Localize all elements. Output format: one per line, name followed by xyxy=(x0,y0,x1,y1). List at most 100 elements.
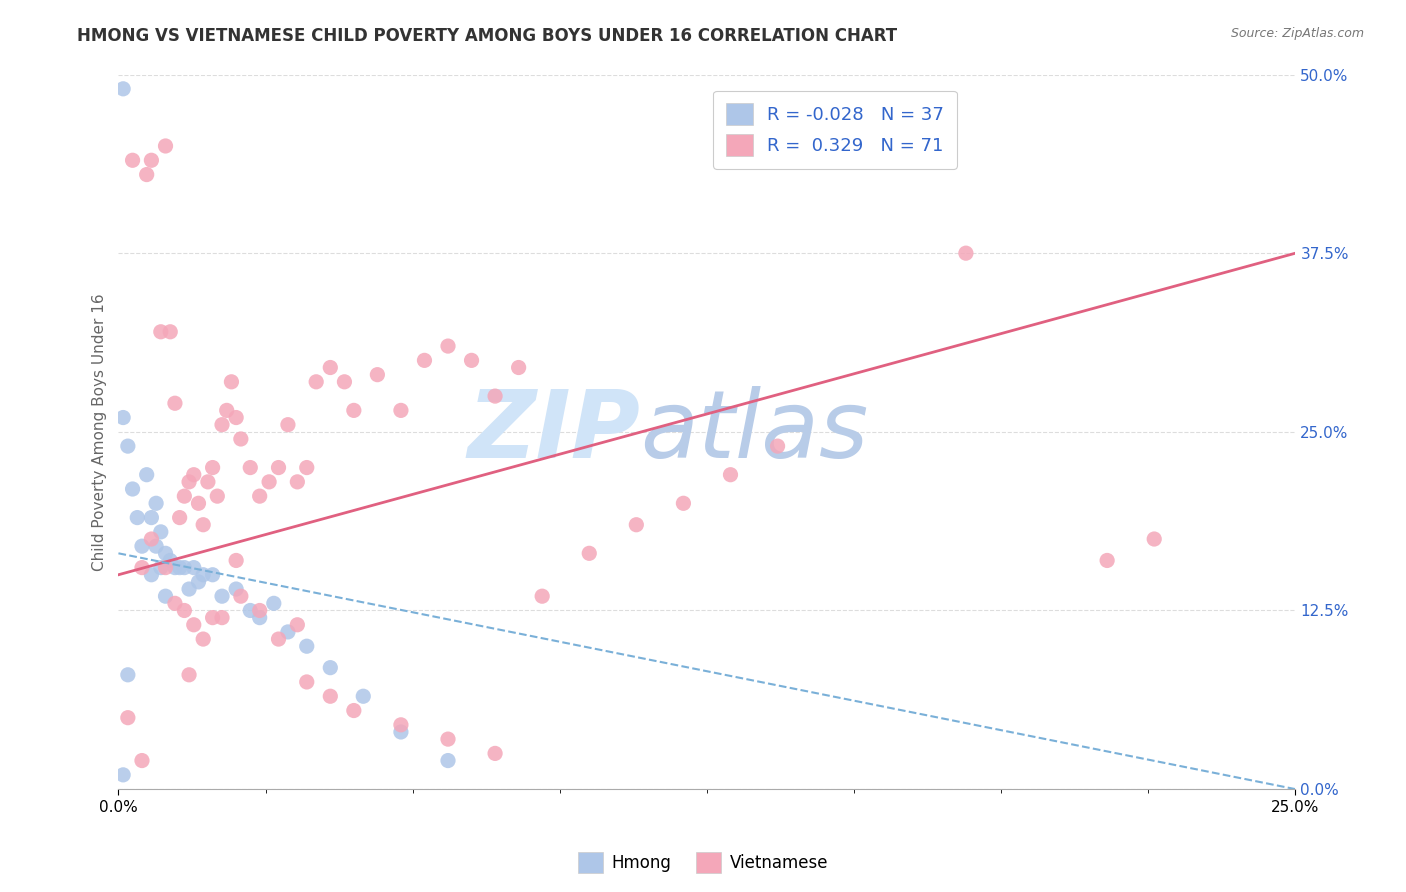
Point xyxy=(183,560,205,574)
Point xyxy=(343,704,366,718)
Point xyxy=(121,153,143,168)
Point xyxy=(169,510,191,524)
Point xyxy=(135,467,157,482)
Point xyxy=(131,539,153,553)
Point xyxy=(484,389,506,403)
Point xyxy=(149,524,172,539)
Point xyxy=(112,82,135,96)
Y-axis label: Child Poverty Among Boys Under 16: Child Poverty Among Boys Under 16 xyxy=(93,293,107,571)
Point xyxy=(225,410,247,425)
Point xyxy=(277,624,299,639)
Point xyxy=(169,560,191,574)
Point xyxy=(163,596,186,610)
Text: ZIP: ZIP xyxy=(468,386,640,478)
Point xyxy=(159,553,181,567)
Point xyxy=(141,153,163,168)
Point xyxy=(149,325,172,339)
Point xyxy=(267,460,290,475)
Point xyxy=(720,467,742,482)
Legend: Hmong, Vietnamese: Hmong, Vietnamese xyxy=(571,846,835,880)
Point xyxy=(305,375,328,389)
Point xyxy=(193,517,215,532)
Point xyxy=(319,660,342,674)
Point xyxy=(112,768,135,782)
Point xyxy=(177,582,200,596)
Point xyxy=(131,560,153,574)
Point xyxy=(319,690,342,704)
Point xyxy=(211,610,233,624)
Point xyxy=(249,603,271,617)
Legend: R = -0.028   N = 37, R =  0.329   N = 71: R = -0.028 N = 37, R = 0.329 N = 71 xyxy=(713,91,957,169)
Text: Source: ZipAtlas.com: Source: ZipAtlas.com xyxy=(1230,27,1364,40)
Point xyxy=(319,360,342,375)
Point xyxy=(1095,553,1118,567)
Point xyxy=(225,582,247,596)
Point xyxy=(201,610,224,624)
Point xyxy=(285,475,308,489)
Point xyxy=(531,589,554,603)
Point xyxy=(173,489,195,503)
Point xyxy=(163,560,186,574)
Point xyxy=(239,460,262,475)
Point xyxy=(121,482,143,496)
Point xyxy=(193,632,215,646)
Point xyxy=(672,496,695,510)
Point xyxy=(183,617,205,632)
Point xyxy=(215,403,238,417)
Point xyxy=(193,567,215,582)
Point xyxy=(389,725,412,739)
Point xyxy=(225,553,247,567)
Point xyxy=(267,632,290,646)
Text: HMONG VS VIETNAMESE CHILD POVERTY AMONG BOYS UNDER 16 CORRELATION CHART: HMONG VS VIETNAMESE CHILD POVERTY AMONG … xyxy=(77,27,897,45)
Point xyxy=(135,168,157,182)
Point xyxy=(177,668,200,682)
Point xyxy=(437,754,460,768)
Point xyxy=(127,510,149,524)
Point xyxy=(263,596,285,610)
Point xyxy=(366,368,388,382)
Point xyxy=(149,560,172,574)
Point xyxy=(229,432,252,446)
Point xyxy=(211,589,233,603)
Point xyxy=(249,610,271,624)
Point xyxy=(295,639,318,653)
Point xyxy=(437,339,460,353)
Point xyxy=(117,711,139,725)
Text: atlas: atlas xyxy=(640,386,868,477)
Point xyxy=(389,718,412,732)
Point xyxy=(955,246,977,260)
Point xyxy=(229,589,252,603)
Point xyxy=(285,617,308,632)
Point xyxy=(173,603,195,617)
Point xyxy=(197,475,219,489)
Point xyxy=(766,439,789,453)
Point xyxy=(460,353,482,368)
Point xyxy=(155,560,177,574)
Point xyxy=(508,360,530,375)
Point xyxy=(211,417,233,432)
Point xyxy=(578,546,600,560)
Point xyxy=(141,567,163,582)
Point xyxy=(249,489,271,503)
Point xyxy=(141,510,163,524)
Point xyxy=(201,567,224,582)
Point xyxy=(221,375,243,389)
Point xyxy=(333,375,356,389)
Point xyxy=(145,496,167,510)
Point xyxy=(177,475,200,489)
Point xyxy=(131,754,153,768)
Point xyxy=(295,675,318,690)
Point xyxy=(159,325,181,339)
Point xyxy=(163,396,186,410)
Point xyxy=(155,139,177,153)
Point xyxy=(207,489,229,503)
Point xyxy=(141,532,163,546)
Point xyxy=(437,732,460,747)
Point xyxy=(389,403,412,417)
Point xyxy=(155,589,177,603)
Point xyxy=(112,410,135,425)
Point xyxy=(352,690,374,704)
Point xyxy=(484,747,506,761)
Point xyxy=(117,668,139,682)
Point xyxy=(155,546,177,560)
